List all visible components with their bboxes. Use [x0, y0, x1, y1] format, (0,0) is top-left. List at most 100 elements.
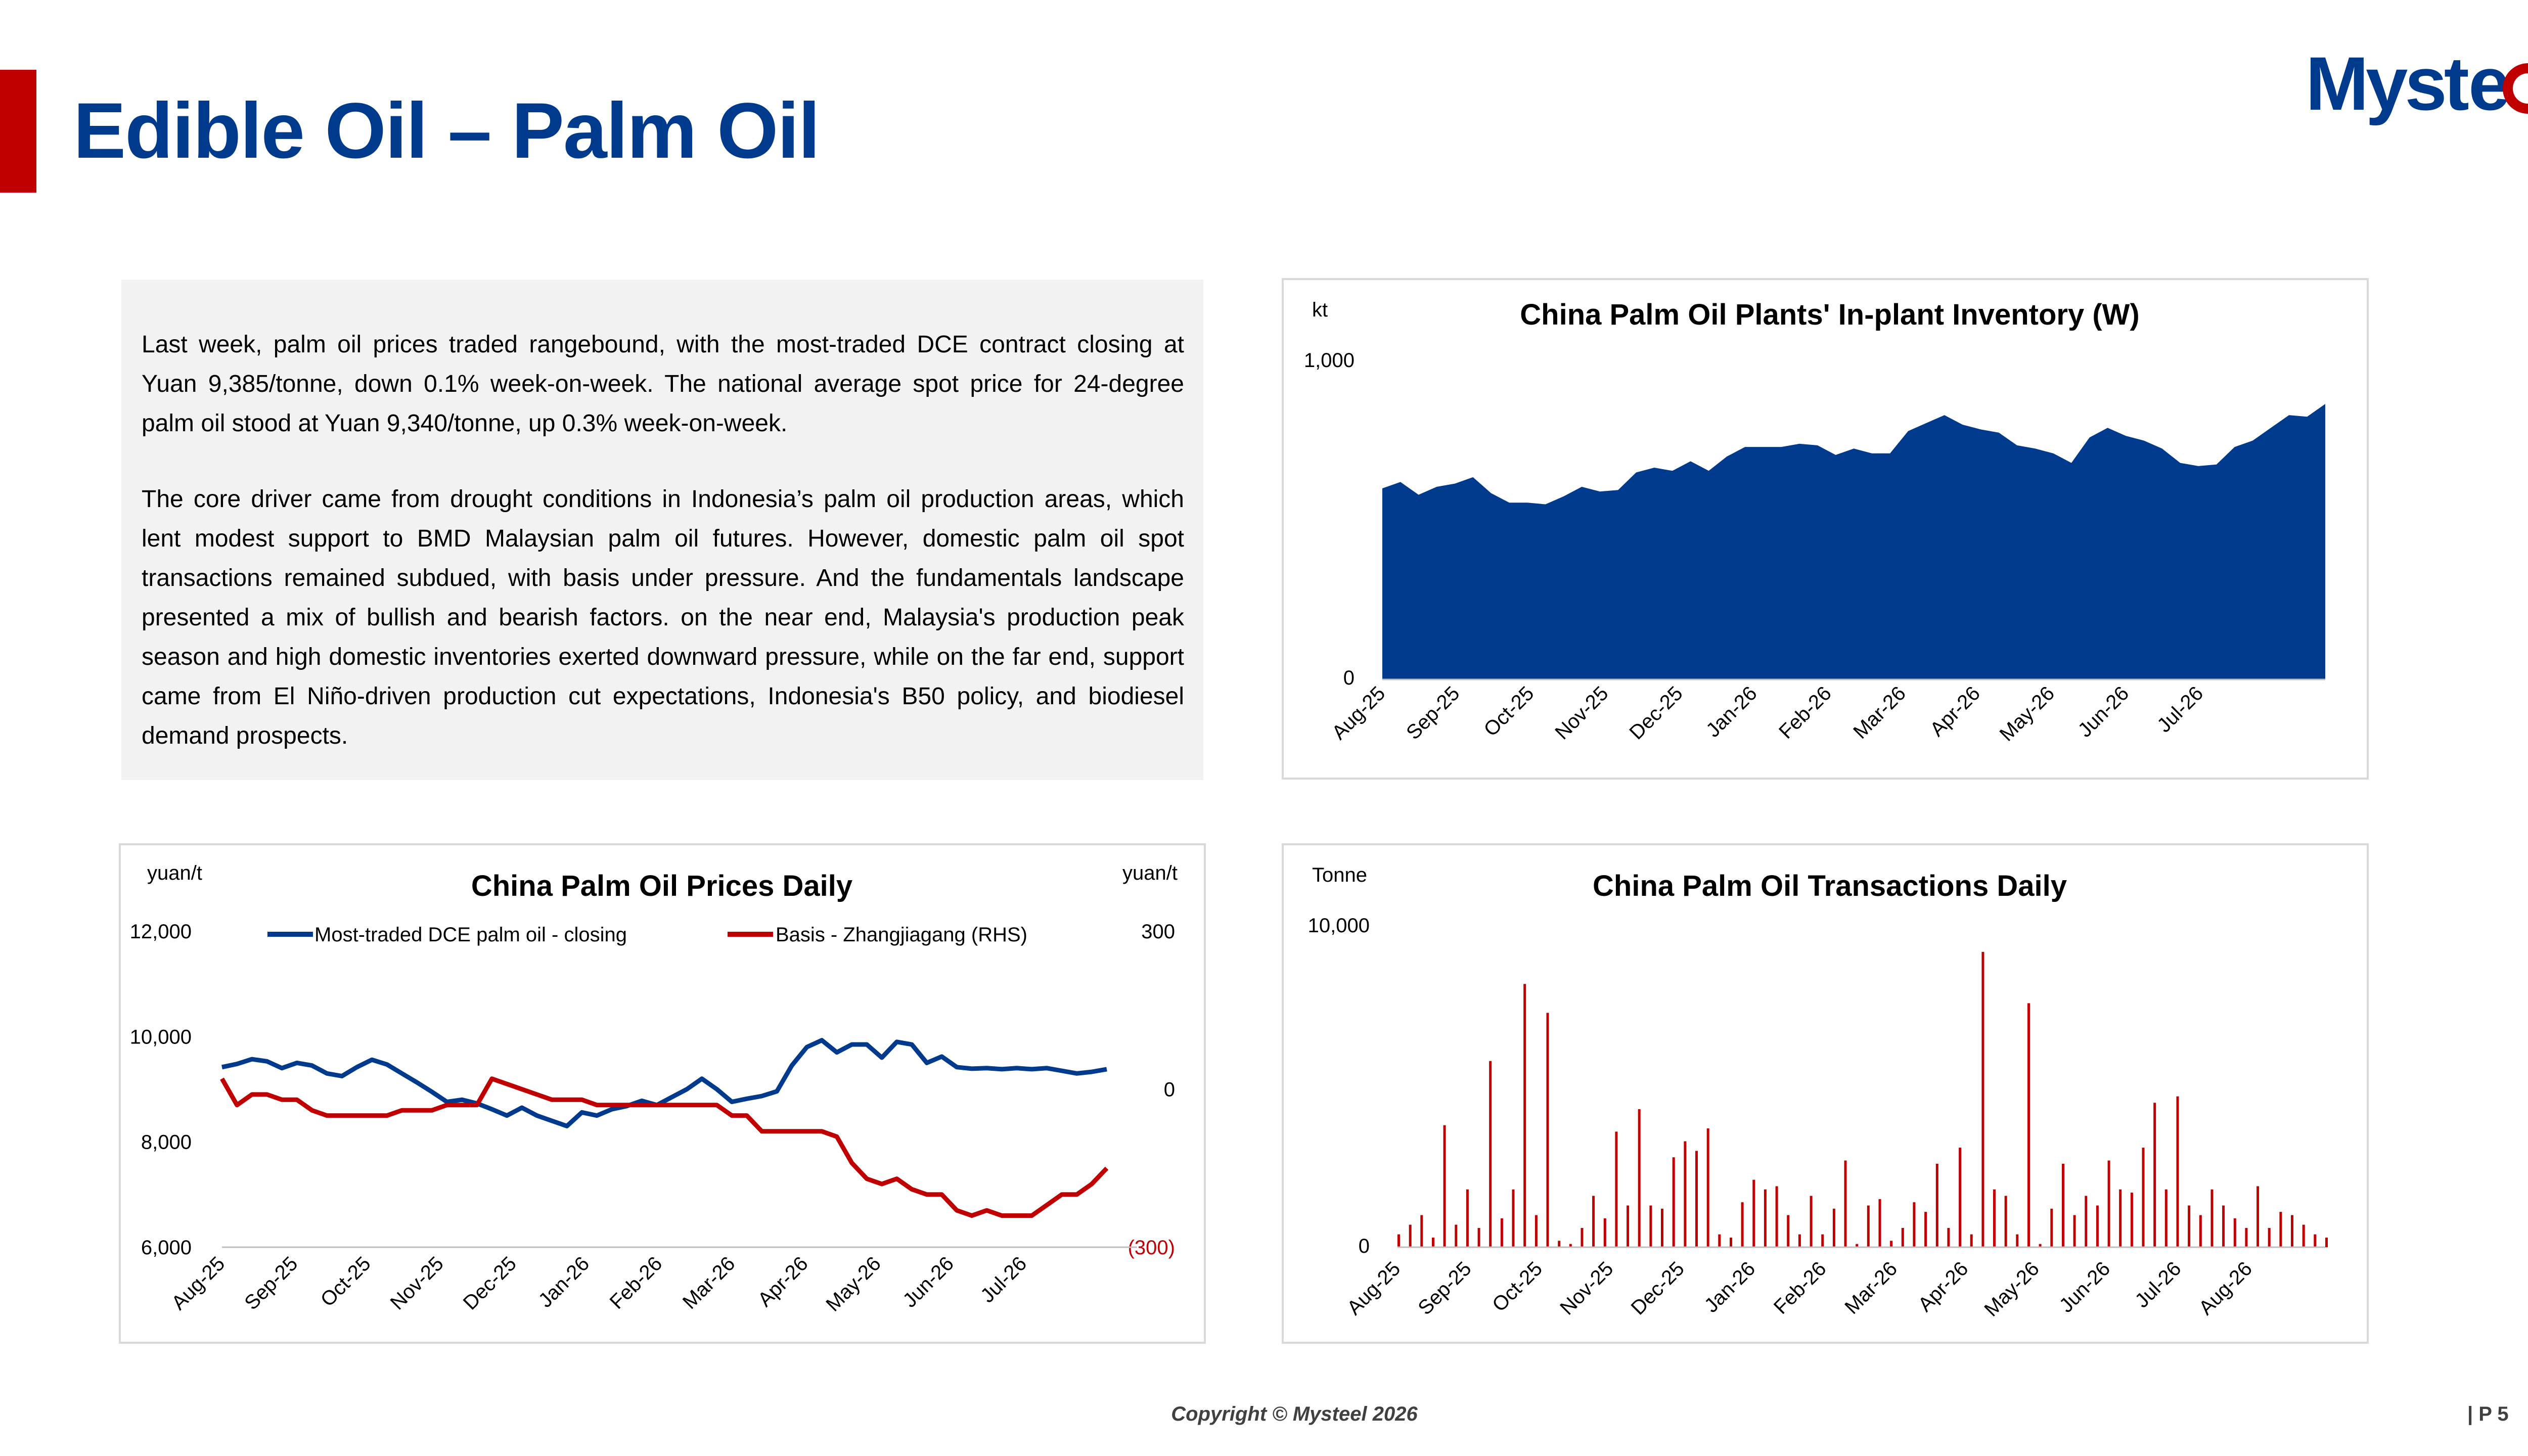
- transaction-bar: [2188, 1205, 2191, 1247]
- transactions-x-label: Aug-25: [1343, 1257, 1405, 1319]
- transactions-x-label: Apr-26: [1914, 1257, 1972, 1316]
- transaction-bar: [2314, 1234, 2317, 1247]
- transaction-bar: [2210, 1189, 2214, 1247]
- transaction-bar: [2062, 1163, 2064, 1247]
- transaction-bar: [2233, 1218, 2236, 1247]
- prices-x-label: Mar-26: [679, 1252, 740, 1313]
- transactions-y-tick-max: 10,000: [1308, 915, 1370, 937]
- inventory-x-label: May-26: [1996, 682, 2059, 745]
- transaction-bar: [2325, 1238, 2328, 1248]
- transaction-bar: [1534, 1215, 1538, 1247]
- transaction-bar: [1638, 1109, 1641, 1248]
- inventory-x-label: Nov-25: [1551, 682, 1612, 744]
- prices-chart-title: China Palm Oil Prices Daily: [471, 870, 852, 902]
- transaction-bar: [1420, 1215, 1423, 1247]
- footer-page-number: | P 5: [2467, 1403, 2509, 1425]
- inventory-chart-title: China Palm Oil Plants' In-plant Inventor…: [1520, 298, 2139, 331]
- transactions-y-unit: Tonne: [1312, 864, 1367, 886]
- transaction-bar: [1592, 1196, 1595, 1247]
- transaction-bar: [1878, 1199, 1881, 1248]
- transaction-bar: [2073, 1215, 2076, 1247]
- prices-y-unit-right: yuan/t: [1122, 862, 1178, 884]
- transaction-bar: [2085, 1196, 2088, 1247]
- transaction-bar: [1913, 1202, 1916, 1247]
- transaction-bar: [1935, 1163, 1938, 1247]
- transaction-bar: [2222, 1205, 2225, 1247]
- transaction-bar: [1970, 1234, 1973, 1247]
- transaction-bar: [2245, 1227, 2248, 1247]
- transaction-bar: [2302, 1224, 2305, 1247]
- prices-x-label: Jun-26: [898, 1252, 958, 1312]
- prices-y-tick-left: 8,000: [141, 1131, 192, 1154]
- transaction-bar: [2176, 1096, 2179, 1247]
- transaction-bar: [2004, 1196, 2007, 1247]
- dce-closing-line: [221, 1038, 1107, 1128]
- prices-x-label: Sep-25: [240, 1252, 302, 1314]
- inventory-x-label: Jun-26: [2074, 682, 2134, 742]
- transaction-bar: [2016, 1234, 2019, 1247]
- transaction-bar: [1409, 1224, 1412, 1247]
- transaction-bar: [1867, 1205, 1870, 1247]
- mysteel-logo: Myst e: [2306, 48, 2528, 126]
- prices-x-label: May-26: [822, 1252, 885, 1315]
- transaction-bar: [1546, 1013, 1549, 1247]
- transactions-x-label: Oct-25: [1488, 1257, 1547, 1316]
- transaction-bar: [1443, 1125, 1446, 1247]
- transaction-bar: [2256, 1186, 2260, 1248]
- transaction-bar: [2153, 1103, 2156, 1248]
- transaction-bar: [1512, 1189, 1515, 1247]
- transaction-bar: [1787, 1215, 1790, 1247]
- basis-line: [220, 1076, 1109, 1218]
- prices-chart-panel: China Palm Oil Prices Daily yuan/t yuan/…: [119, 843, 1206, 1344]
- transaction-bar: [2268, 1227, 2271, 1247]
- inventory-x-label: Oct-25: [1480, 682, 1539, 741]
- transaction-bar: [1810, 1196, 1813, 1247]
- transaction-bar: [1890, 1241, 1893, 1247]
- prices-y-tick-left: 10,000: [130, 1026, 192, 1048]
- inventory-x-label: Sep-25: [1402, 682, 1464, 744]
- transaction-bar: [1627, 1205, 1630, 1247]
- legend-label-basis: Basis - Zhangjiagang (RHS): [776, 924, 1027, 946]
- prices-x-label: Jan-26: [534, 1252, 594, 1312]
- transaction-bar: [1397, 1234, 1400, 1247]
- transaction-bar: [1661, 1208, 1663, 1247]
- prices-y-tick-right: 0: [1164, 1079, 1175, 1101]
- transaction-bar: [1856, 1244, 1859, 1247]
- transaction-bar: [1695, 1151, 1698, 1247]
- transactions-x-label: May-26: [1980, 1257, 2043, 1321]
- transaction-bar: [1500, 1218, 1503, 1247]
- prices-x-label: Apr-26: [754, 1252, 812, 1311]
- transaction-bar: [2027, 1003, 2030, 1247]
- transaction-bar: [2096, 1205, 2099, 1247]
- transactions-x-label: Feb-26: [1770, 1257, 1831, 1318]
- inventory-x-label: Mar-26: [1849, 682, 1910, 743]
- transaction-bar: [1832, 1208, 1835, 1247]
- transaction-bar: [2050, 1208, 2053, 1247]
- transaction-bar: [1924, 1212, 1927, 1247]
- transaction-bar: [2199, 1215, 2202, 1247]
- transaction-bar: [1569, 1244, 1572, 1247]
- prices-x-label: Aug-25: [167, 1252, 229, 1314]
- transaction-bar: [1706, 1128, 1709, 1247]
- transactions-x-label: Sep-25: [1414, 1257, 1475, 1319]
- commentary-box: Last week, palm oil prices traded rangeb…: [121, 280, 1203, 780]
- prices-y-unit-left: yuan/t: [147, 862, 202, 884]
- prices-x-label: Oct-25: [317, 1252, 375, 1311]
- transaction-bar: [1764, 1189, 1767, 1247]
- prices-chart: China Palm Oil Prices Daily yuan/t yuan/…: [130, 862, 1178, 1316]
- transaction-bar: [1603, 1218, 1606, 1247]
- transaction-bar: [2142, 1148, 2145, 1247]
- transaction-bar: [2291, 1215, 2293, 1247]
- transaction-bar: [1752, 1179, 1755, 1247]
- transaction-bar: [2107, 1160, 2110, 1247]
- transaction-bar: [1741, 1202, 1744, 1247]
- prices-x-label: Jul-26: [976, 1252, 1031, 1307]
- transaction-bar: [2130, 1193, 2133, 1247]
- transaction-bar: [1489, 1061, 1492, 1247]
- transactions-x-label: Dec-25: [1627, 1257, 1689, 1319]
- prices-y-tick-left: 6,000: [141, 1237, 192, 1259]
- transaction-bar: [1775, 1186, 1778, 1248]
- transaction-bar: [1615, 1131, 1618, 1247]
- prices-x-label: Dec-25: [459, 1252, 521, 1314]
- transaction-bar: [1959, 1148, 1962, 1247]
